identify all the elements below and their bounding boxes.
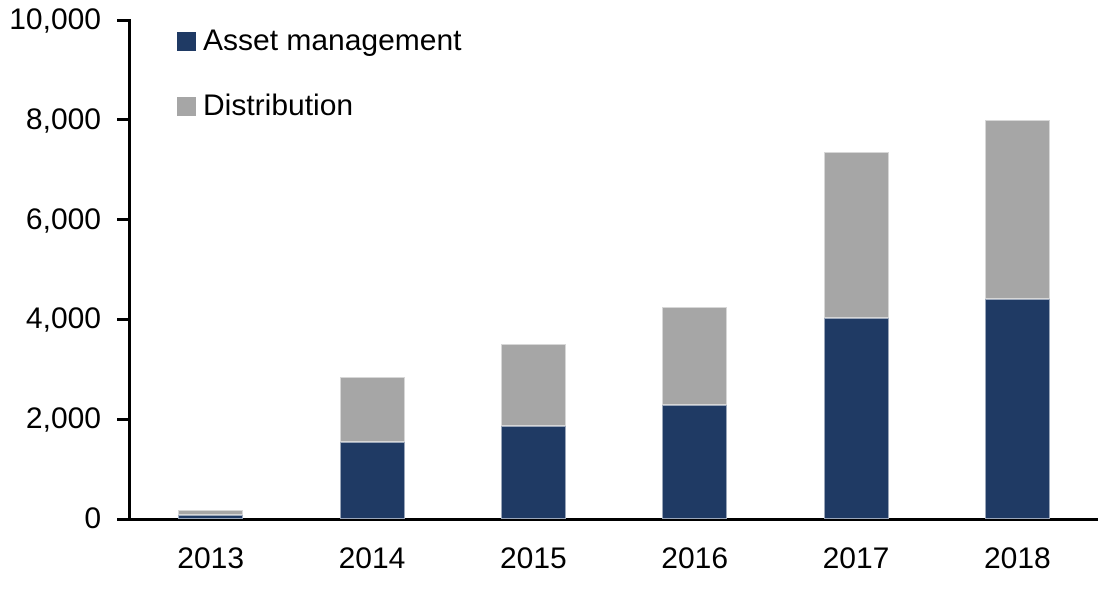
bar-segment-asset-management-2016 — [662, 404, 728, 519]
x-axis-label-2015: 2015 — [499, 542, 567, 575]
plot-area — [130, 20, 1098, 519]
bar-segment-distribution-2014 — [339, 376, 405, 442]
bar-segment-distribution-2016 — [662, 307, 728, 405]
bar-segment-asset-management-2018 — [984, 299, 1050, 519]
bar-segment-asset-management-2013 — [178, 515, 244, 519]
x-axis-line — [128, 518, 1098, 521]
legend: Asset management Distribution — [177, 22, 461, 125]
y-axis-tick-label: 4,000 — [25, 302, 101, 336]
legend-item-distribution: Distribution — [177, 87, 461, 125]
x-axis-label-2017: 2017 — [822, 542, 890, 575]
y-axis-tick-label: 2,000 — [25, 402, 101, 436]
legend-label-asset-management: Asset management — [203, 24, 462, 57]
y-axis-tick — [117, 18, 131, 22]
y-axis-tick-label: 6,000 — [25, 202, 101, 236]
y-axis-tick — [117, 218, 131, 222]
x-axis-label-2013: 2013 — [177, 542, 245, 575]
asset-management-swatch-icon — [177, 31, 196, 51]
y-axis-line — [128, 19, 131, 521]
distribution-swatch-icon — [177, 96, 196, 116]
y-axis-tick-label: 8,000 — [25, 102, 101, 136]
x-axis-label-2016: 2016 — [661, 542, 729, 575]
x-axis-label-2014: 2014 — [338, 542, 406, 575]
bar-segment-distribution-2015 — [500, 344, 566, 426]
y-axis-tick — [117, 118, 131, 122]
y-axis-tick — [117, 517, 131, 521]
y-axis-tick-label: 10,000 — [9, 3, 101, 36]
bar-segment-distribution-2018 — [984, 119, 1050, 300]
legend-item-asset-management: Asset management — [177, 22, 461, 60]
bar-segment-asset-management-2017 — [823, 317, 889, 519]
x-axis-label-2018: 2018 — [983, 542, 1051, 575]
y-axis-tick — [117, 317, 131, 321]
y-axis-tick-label: 0 — [84, 502, 101, 535]
bar-segment-distribution-2017 — [823, 151, 889, 318]
y-axis-tick — [117, 417, 131, 421]
bar-segment-asset-management-2015 — [500, 425, 566, 519]
bar-segment-distribution-2013 — [178, 510, 244, 516]
bar-segment-asset-management-2014 — [339, 441, 405, 519]
legend-label-distribution: Distribution — [203, 89, 354, 122]
